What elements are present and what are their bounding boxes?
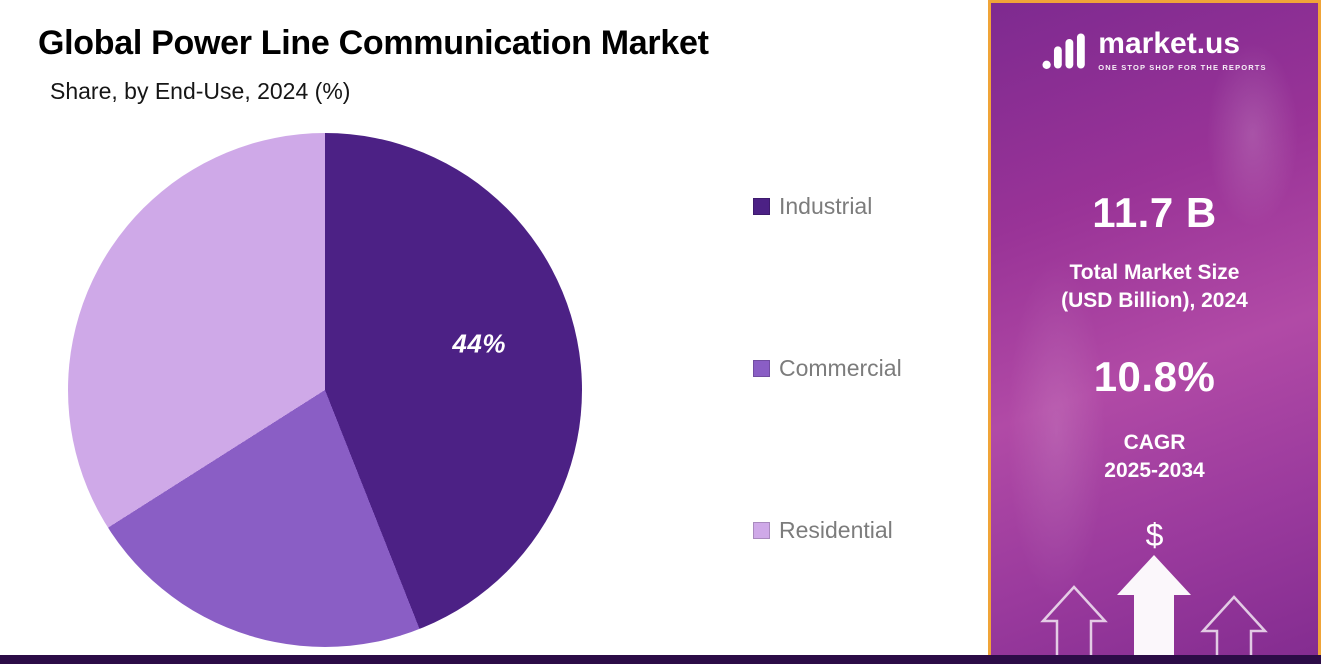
brand-stats-panel: market.us ONE STOP SHOP FOR THE REPORTS … [988, 0, 1321, 664]
cagr-label: CAGR 2025-2034 [991, 429, 1318, 486]
market-size-label: Total Market Size (USD Billion), 2024 [991, 259, 1318, 316]
dollar-symbol: $ [1145, 517, 1164, 553]
growth-arrows-icon [1040, 555, 1268, 661]
chart-legend: Industrial Commercial Residential [753, 193, 902, 544]
legend-item-commercial: Commercial [753, 355, 902, 382]
marketus-logo-icon [1042, 33, 1086, 69]
market-size-label-line1: Total Market Size [1069, 261, 1240, 284]
page-subtitle: Share, by End-Use, 2024 (%) [50, 78, 351, 104]
cagr-label-line2: 2025-2034 [1104, 459, 1205, 483]
legend-label-commercial: Commercial [779, 355, 902, 381]
legend-label-industrial: Industrial [779, 193, 873, 219]
market-size-label-line2: (USD Billion), 2024 [1061, 289, 1248, 313]
cagr-value: 10.8% [1093, 353, 1216, 400]
legend-item-industrial: Industrial [753, 193, 902, 220]
brand-text: market.us ONE STOP SHOP FOR THE REPORTS [1098, 27, 1267, 73]
pie-chart: 44% [68, 133, 582, 647]
brand-name: market.us [1098, 27, 1241, 60]
legend-swatch-commercial [753, 360, 770, 377]
pie-slice-label-industrial: 44% [452, 328, 506, 359]
brand-logo: market.us ONE STOP SHOP FOR THE REPORTS [991, 29, 1318, 72]
legend-label-residential: Residential [779, 517, 893, 543]
market-size-value: 11.7 B [1092, 189, 1217, 236]
legend-swatch-industrial [753, 198, 770, 215]
brand-tagline: ONE STOP SHOP FOR THE REPORTS [1098, 63, 1267, 72]
legend-swatch-residential [753, 522, 770, 539]
legend-item-residential: Residential [753, 517, 902, 544]
chart-area: Global Power Line Communication Market S… [38, 24, 902, 647]
bottom-strip [0, 655, 1321, 664]
cagr-label-line1: CAGR [1123, 431, 1186, 454]
page-title: Global Power Line Communication Market [38, 24, 709, 62]
